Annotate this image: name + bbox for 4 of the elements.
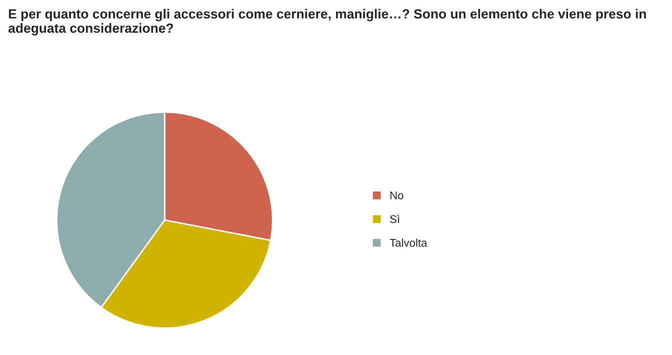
legend-label: Sì <box>390 214 400 224</box>
legend-label: Talvolta <box>390 238 428 247</box>
legend-label: No <box>390 192 404 200</box>
chart-title: E per quanto concerne gli accessori come cerniere, maniglie…? Sono un elemento che viene preso in adeguata considerazione? <box>8 8 646 36</box>
